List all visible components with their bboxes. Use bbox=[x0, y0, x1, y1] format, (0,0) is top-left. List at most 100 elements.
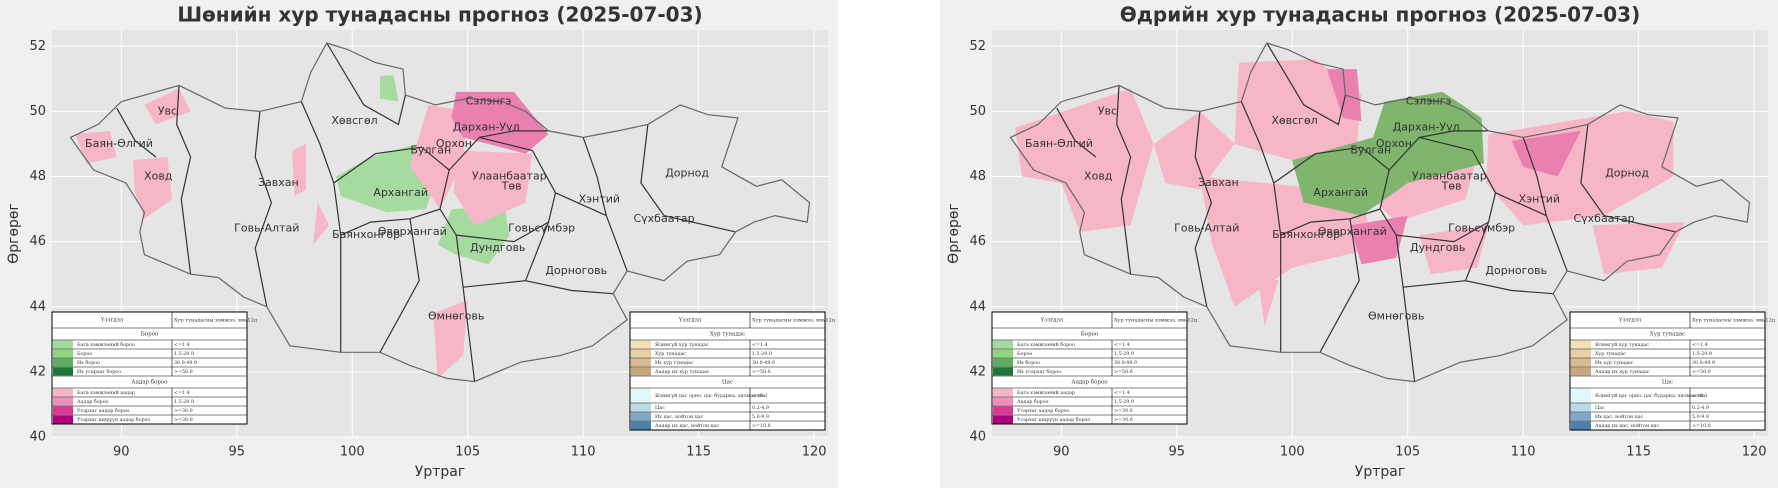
legend-range: <=1.4 bbox=[174, 390, 190, 396]
place-label: Говьсүмбэр bbox=[508, 222, 575, 235]
panel-title: Шөнийн хур тунадасны прогноз (2025-07-03… bbox=[177, 3, 702, 27]
legend-range: 30.0-49.9 bbox=[1114, 360, 1137, 366]
legend-section: Хур тунадас bbox=[710, 332, 745, 338]
legend-range: >=10.0 bbox=[752, 423, 771, 429]
legend-label: Хур тунадас bbox=[655, 351, 686, 357]
precipitation-area bbox=[453, 150, 533, 226]
legend-range: <=1.4 bbox=[174, 342, 190, 348]
y-tick-label: 46 bbox=[969, 234, 986, 249]
legend-label: Их усархаг бороо bbox=[77, 368, 121, 375]
x-tick-label: 105 bbox=[1395, 445, 1420, 460]
legend-section: Бороо bbox=[141, 332, 159, 338]
legend-swatch bbox=[631, 340, 651, 349]
legend-swatch bbox=[993, 388, 1013, 397]
province-border bbox=[1194, 111, 1213, 307]
legend-header: Үзэгдэл bbox=[1040, 318, 1064, 324]
province-border bbox=[456, 136, 557, 243]
legend-swatch bbox=[993, 415, 1013, 424]
legend-range: <=1.4 bbox=[1692, 342, 1708, 348]
place-label: Дундговь bbox=[1410, 241, 1465, 254]
legend-label: Их бороо bbox=[77, 359, 100, 366]
y-tick-label: 52 bbox=[29, 39, 46, 54]
province-border bbox=[333, 146, 450, 236]
legend-section: Цас bbox=[1662, 380, 1673, 386]
place-label: Сүхбаатар bbox=[633, 212, 694, 225]
province-border bbox=[1056, 107, 1097, 158]
y-tick-label: 40 bbox=[969, 430, 986, 445]
legend-label: Их цас, нойтон цас bbox=[1595, 414, 1644, 420]
legend-header: Үзэгдэл bbox=[1618, 318, 1642, 324]
legend-header: Хур тунадасны хэмжээ, мм/12ц bbox=[174, 318, 258, 324]
legend-label: Аадар их цас, нойтон цас bbox=[655, 423, 719, 429]
place-label: Өмнөговь bbox=[428, 310, 484, 323]
legend-label: Усархаг аадар бороо bbox=[77, 407, 130, 414]
legend-swatch bbox=[53, 358, 73, 367]
legend-header: Үзэгдэл bbox=[678, 318, 702, 324]
province-border bbox=[1116, 85, 1132, 275]
legend-swatch bbox=[631, 412, 651, 421]
legend-swatch bbox=[631, 403, 651, 412]
country-border bbox=[1009, 42, 1751, 383]
place-label: Ховд bbox=[144, 170, 173, 183]
country-border bbox=[69, 42, 811, 383]
place-label: Говьсүмбэр bbox=[1448, 222, 1515, 235]
y-tick-label: 48 bbox=[29, 169, 46, 184]
legend-range: >=30.0 bbox=[174, 408, 193, 414]
precipitation-area bbox=[1257, 274, 1279, 327]
place-label: Архангай bbox=[373, 186, 428, 199]
legend-range: >=10.0 bbox=[1692, 423, 1711, 429]
precipitation-area bbox=[1419, 225, 1489, 275]
legend-label: Ялимгүй цас орно, цас бударна, хялмаална bbox=[655, 392, 765, 399]
precipitation-area bbox=[144, 88, 191, 125]
legend-range: >=50.0 bbox=[752, 369, 771, 375]
legend-label: Ялимгүй цас орно, цас бударна, хялмаална bbox=[1595, 392, 1705, 399]
province-border bbox=[326, 42, 406, 126]
y-tick-label: 50 bbox=[29, 104, 46, 119]
place-label: Орхон bbox=[1376, 137, 1412, 150]
legend-label: Ялимгүй хур тунадас bbox=[1595, 342, 1649, 348]
precipitation-area bbox=[292, 144, 306, 197]
x-axis-label: Уртраг bbox=[1355, 464, 1405, 480]
precipitation-area bbox=[313, 202, 330, 245]
province-border bbox=[1495, 192, 1568, 272]
place-label: Дорнод bbox=[665, 166, 709, 179]
place-label: Ховд bbox=[1084, 170, 1113, 183]
legend-swatch bbox=[631, 388, 651, 403]
y-tick-label: 40 bbox=[29, 430, 46, 445]
legend-range: <=1.4 bbox=[1114, 342, 1130, 348]
place-label: Төв bbox=[501, 179, 522, 192]
province-border bbox=[1273, 146, 1390, 236]
legend-range: 30.0-49.9 bbox=[1692, 360, 1715, 366]
legend-range: <=0.1 bbox=[752, 393, 768, 399]
place-label: Булган bbox=[410, 143, 451, 156]
map-panel: 90 95 100 105 110 115 120 40 42 44 46 48 50 52 Увс Баян… bbox=[940, 0, 1778, 488]
legend-label: Аадар их хур тунадас bbox=[1595, 369, 1650, 375]
legend-range: >=50.0 bbox=[1114, 369, 1133, 375]
legend-range: >=50.0 bbox=[174, 369, 193, 375]
legend-swatch bbox=[1571, 367, 1591, 376]
province-border bbox=[582, 137, 607, 216]
place-label: Дархан-Уул bbox=[453, 121, 520, 134]
province-border bbox=[379, 218, 420, 353]
precipitation-area bbox=[1234, 59, 1362, 161]
legend-range: 1.5-29.9 bbox=[174, 399, 194, 405]
precipitation-area bbox=[1292, 91, 1484, 216]
legend-label: Аадар бороо bbox=[77, 398, 109, 405]
legend-swatch bbox=[53, 340, 73, 349]
province-border bbox=[525, 280, 614, 295]
y-tick-label: 46 bbox=[29, 234, 46, 249]
province-border bbox=[1522, 137, 1547, 216]
y-tick-label: 44 bbox=[29, 299, 46, 314]
legend-label: Их бороо bbox=[1017, 359, 1040, 366]
legend-label: Аадар бороо bbox=[1017, 398, 1049, 405]
x-tick-label: 110 bbox=[1511, 445, 1536, 460]
legend-swatch bbox=[1571, 412, 1591, 421]
province-border bbox=[1396, 136, 1497, 243]
legend-swatch bbox=[993, 367, 1013, 376]
x-tick-label: 95 bbox=[1168, 445, 1185, 460]
legend-swatch bbox=[1571, 403, 1591, 412]
province-border bbox=[1465, 280, 1554, 295]
y-tick-label: 48 bbox=[969, 169, 986, 184]
place-label: Улаанбаатар bbox=[472, 170, 547, 183]
